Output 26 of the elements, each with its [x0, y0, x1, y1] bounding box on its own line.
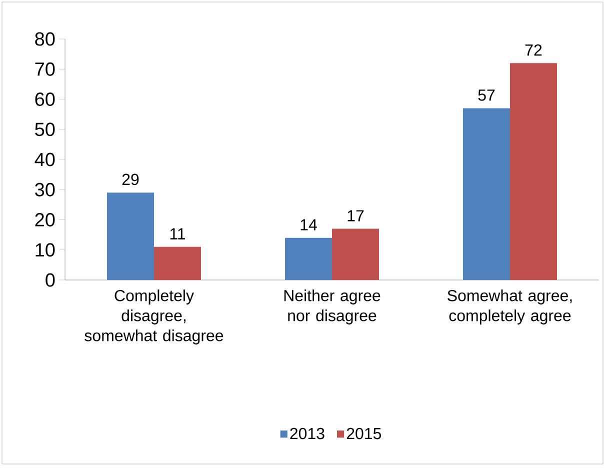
data-label: 11 — [170, 228, 186, 240]
legend-label: 2015 — [346, 428, 382, 440]
y-tick-label: 70 — [35, 62, 55, 76]
bar — [463, 108, 510, 280]
y-tick-label: 80 — [35, 32, 55, 46]
x-tick-label: Neither agree nor disagree — [284, 290, 380, 324]
data-label: 17 — [348, 210, 364, 222]
bar — [154, 246, 202, 280]
y-tick-label: 60 — [35, 92, 55, 106]
y-tick-label: 10 — [36, 243, 55, 257]
data-label: 72 — [525, 44, 542, 56]
bar — [285, 238, 332, 280]
y-tick-label: 40 — [34, 152, 55, 166]
y-tick-label: 0 — [46, 273, 55, 287]
bar — [107, 192, 154, 280]
bar — [510, 63, 557, 280]
x-tick-label: Completely disagree, somewhat disagree — [84, 290, 224, 344]
data-label: 57 — [478, 90, 495, 101]
data-label: 29 — [122, 174, 139, 186]
x-tick-label: Somewhat agree, completely agree — [448, 290, 572, 324]
bar — [332, 228, 380, 280]
y-tick-label: 50 — [35, 122, 55, 136]
data-label: 14 — [300, 219, 317, 230]
y-tick-label: 20 — [35, 213, 55, 226]
y-tick-label: 30 — [35, 182, 55, 196]
legend-label: 2013 — [290, 428, 324, 440]
